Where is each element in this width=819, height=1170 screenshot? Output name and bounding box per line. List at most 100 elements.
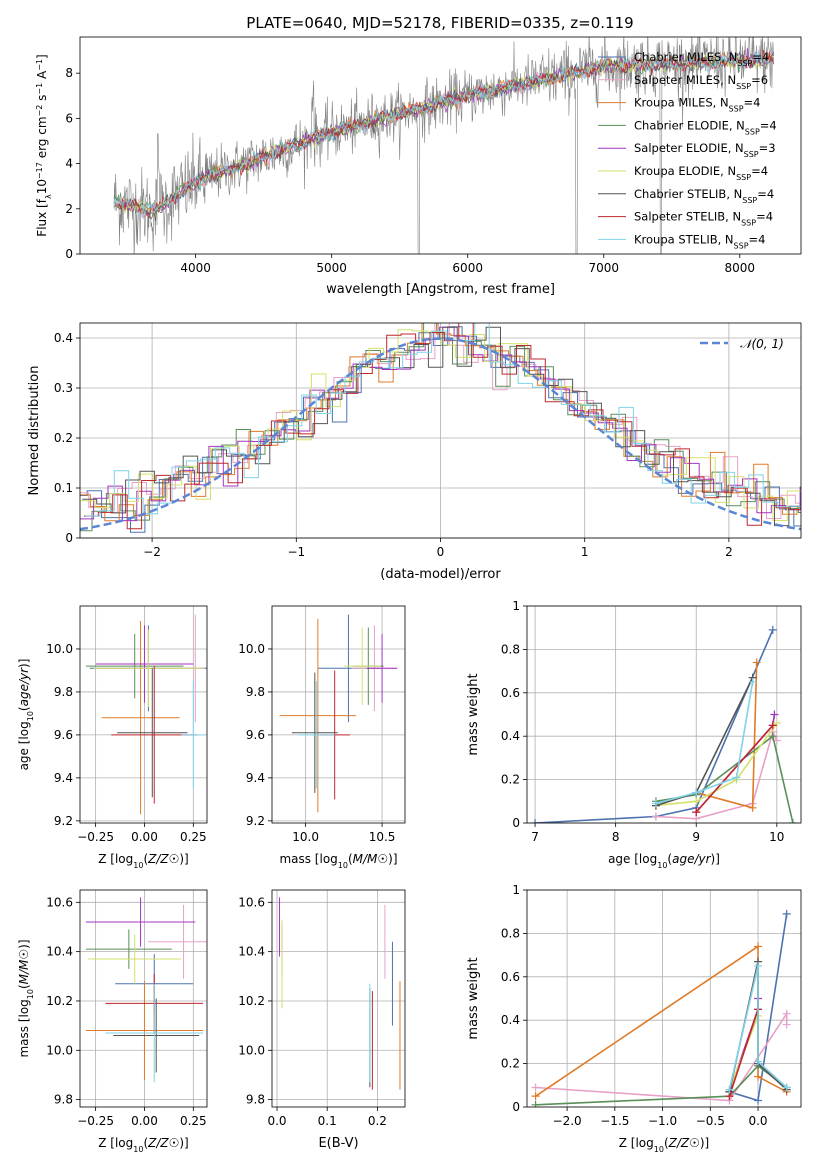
legend-text: =4 [751, 164, 768, 178]
weight-marker [732, 773, 741, 782]
legend-entry: Salpeter MILES, NSSP=6 [634, 73, 768, 91]
label-part: age [log [608, 852, 657, 866]
y-tick-label: 0.8 [501, 642, 520, 656]
label-part: s [35, 95, 49, 105]
legend-text: =4 [752, 50, 769, 64]
axes-frame [271, 889, 406, 1108]
label-part: A [35, 70, 49, 83]
legend-text: Chabrier MILES, N [634, 50, 737, 64]
weight-series [535, 944, 788, 1097]
label-part: 10 [657, 861, 667, 870]
label-part: )] [17, 939, 31, 948]
label-part: )] [388, 852, 397, 866]
y-tick-label: 0.6 [501, 970, 520, 984]
histogram-series [80, 326, 801, 522]
histogram-series [80, 323, 801, 519]
gaussian-curve [80, 337, 801, 531]
x-axis-label: E(B-V) [318, 1136, 358, 1151]
legend-entry: Kroupa ELODIE, NSSP=4 [634, 164, 768, 182]
axes-frame [79, 889, 208, 1108]
weight-lines [531, 625, 797, 823]
label-part: ( [17, 706, 31, 711]
y-tick-label: 2 [65, 202, 73, 216]
y-tick-label: 9.8 [246, 685, 265, 699]
weight-series [655, 722, 778, 807]
label-part: Z/Z☉ [147, 852, 179, 866]
y-tick-label: 9.4 [246, 771, 265, 785]
y-axis-label: Flux [fλ10−17 erg cm−2 s−1 A−1] [35, 54, 53, 236]
y-tick-label: 10.0 [238, 1043, 265, 1057]
y-tick-label: 6 [65, 111, 73, 125]
weight-marker [788, 819, 797, 823]
x-tick-label: 8 [612, 830, 620, 844]
y-tick-label: 9.6 [246, 728, 265, 742]
weight-marker [782, 1083, 791, 1092]
x-tick-label: 0.1 [318, 1114, 337, 1128]
y-tick-label: 10.0 [46, 1043, 73, 1057]
legend-sub: SSP [734, 241, 749, 250]
x-axis-label: (data-model)/error [380, 567, 501, 582]
y-tick-label: 1 [512, 883, 520, 897]
legend-text: Salpeter ELODIE, N [634, 141, 744, 155]
x-tick-label: 9 [692, 830, 700, 844]
x-tick-label: −0.25 [77, 830, 114, 844]
weight-series [535, 629, 774, 823]
label-part: ( [667, 852, 672, 866]
label-part: ( [348, 852, 353, 866]
label-part: Z [log [619, 1136, 654, 1150]
label-part: ( [664, 1136, 669, 1150]
axes-frame [526, 889, 802, 1108]
label-part: M/M☉ [353, 852, 389, 866]
axes-frame [79, 36, 802, 255]
x-tick-label: 0.2 [368, 1114, 387, 1128]
x-tick-label: −0.5 [696, 1114, 725, 1128]
label-part: Z [log [98, 852, 133, 866]
y-tick-label: 4 [65, 157, 73, 171]
weight-series [655, 729, 778, 820]
axes-frame [79, 605, 208, 824]
label-part: 10 [26, 711, 35, 721]
legend-text: Chabrier ELODIE, N [634, 118, 745, 132]
y-tick-label: 0 [65, 247, 73, 261]
y-tick-label: 9.2 [54, 814, 73, 828]
y-tick-label: 9.2 [246, 814, 265, 828]
legend-text: =4 [749, 232, 766, 246]
label-part: mass [log [17, 999, 31, 1057]
x-tick-label: 10 [769, 830, 784, 844]
y-tick-label: 0.8 [501, 926, 520, 940]
label-part: Z/Z☉ [668, 1136, 700, 1150]
label-part: )] [17, 659, 31, 668]
x-tick-label: 10.5 [369, 830, 396, 844]
y-tick-label: 0 [512, 816, 520, 830]
weight-lines [531, 909, 791, 1107]
y-tick-label: 9.6 [54, 728, 73, 742]
label-part: age [log [17, 721, 31, 770]
model-spectrum [113, 50, 774, 222]
label-part: mass [log [279, 852, 337, 866]
weight-marker [651, 812, 660, 821]
weight-marker [531, 819, 540, 823]
y-tick-label: 0.1 [54, 481, 73, 495]
legend-sub: SSP [742, 195, 757, 204]
y-axis-label: mass [log10(M/M☉)] [17, 939, 35, 1057]
legend-sub: SSP [737, 59, 752, 68]
x-tick-label: 0.25 [180, 1114, 207, 1128]
residuals-panel: −2 −1 0 1 2 0 0.1 0.2 0.3 0.4 𝒩(0, 1) (data-model)/… [27, 322, 802, 582]
label-part: age/yr [672, 852, 711, 866]
x-tick-label: 2 [725, 545, 733, 559]
y-tick-label: 10.0 [238, 642, 265, 656]
label-part: λ [44, 194, 53, 199]
legend-text: Salpeter MILES, N [634, 73, 736, 87]
weight-marker [754, 1096, 763, 1105]
y-tick-label: 10.4 [46, 945, 73, 959]
y-tick-label: 10.6 [46, 895, 73, 909]
x-tick-label: 0.0 [748, 1114, 767, 1128]
y-tick-label: 9.8 [246, 1093, 265, 1107]
legend-text: =4 [757, 187, 774, 201]
x-tick-label: 0.25 [180, 830, 207, 844]
label-part: erg cm [35, 116, 49, 162]
y-tick-label: 0.2 [501, 773, 520, 787]
label-part: −2 [35, 105, 44, 117]
